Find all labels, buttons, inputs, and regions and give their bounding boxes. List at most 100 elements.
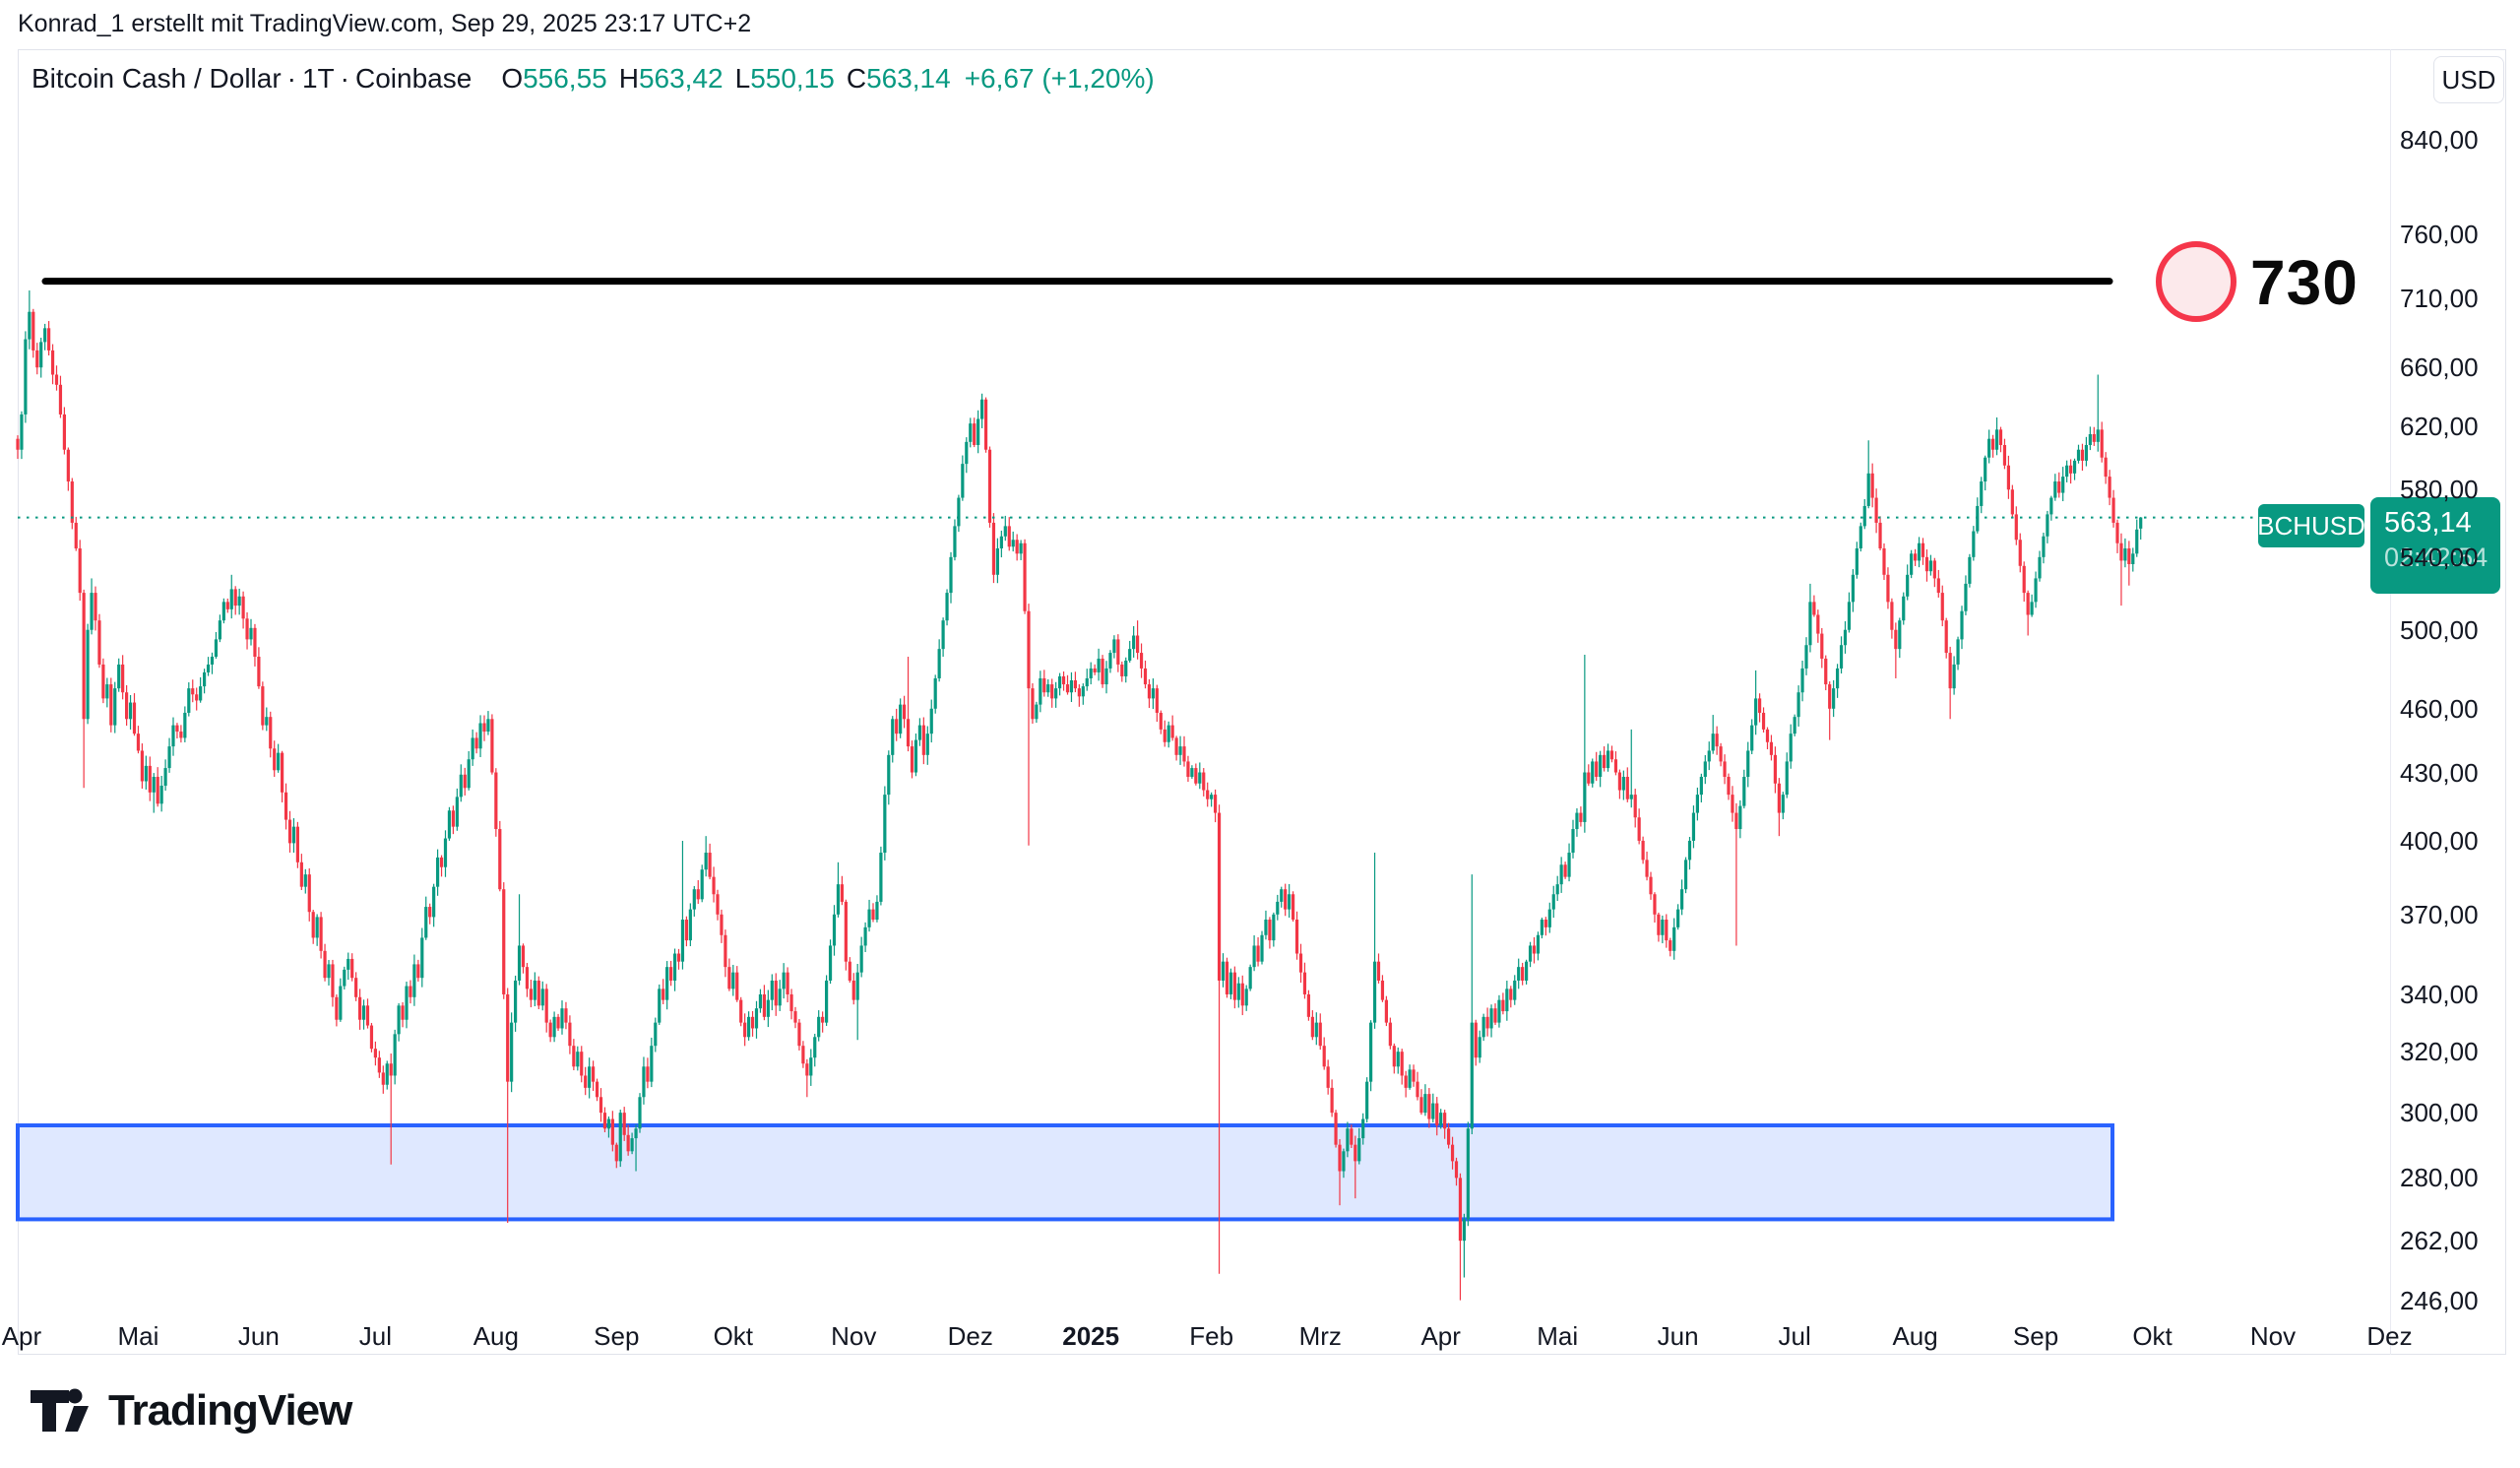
candle-body bbox=[335, 996, 339, 1020]
candle-body bbox=[447, 810, 452, 839]
candle-body bbox=[1268, 920, 1272, 941]
candle-body bbox=[2135, 529, 2139, 554]
candle-body bbox=[2018, 540, 2022, 566]
symbol-header[interactable]: Bitcoin Cash / Dollar · 1T · Coinbase O556,55… bbox=[32, 63, 1155, 95]
candle-body bbox=[925, 734, 929, 755]
candle-body bbox=[828, 945, 833, 981]
candle-body bbox=[937, 649, 941, 678]
candle-body bbox=[1984, 457, 1987, 482]
candle-body bbox=[646, 1066, 650, 1082]
candle-body bbox=[801, 1046, 805, 1064]
candle-body bbox=[910, 746, 914, 773]
candle-body bbox=[1657, 914, 1661, 935]
candle-body bbox=[1361, 1118, 1365, 1139]
candle-body bbox=[793, 1011, 797, 1023]
tradingview-logo[interactable]: TradingView bbox=[30, 1386, 352, 1436]
candle-body bbox=[995, 548, 999, 575]
candle-body bbox=[817, 1016, 821, 1038]
candle-body bbox=[564, 1008, 568, 1023]
candle-body bbox=[86, 629, 90, 720]
candle-body bbox=[1478, 1037, 1481, 1058]
candle-body bbox=[478, 723, 482, 749]
candle-body bbox=[1987, 438, 1991, 458]
candle-body bbox=[2053, 481, 2057, 498]
candle-body bbox=[743, 1022, 747, 1038]
candle-body bbox=[614, 1144, 618, 1162]
candle-body bbox=[1603, 754, 1606, 769]
candle-body bbox=[1637, 817, 1641, 841]
resistance-level-label: 730 bbox=[2250, 247, 2359, 318]
candle-body bbox=[2061, 477, 2065, 493]
attribution-text: Konrad_1 erstellt mit TradingView.com, S… bbox=[18, 10, 752, 37]
currency-toggle-button[interactable]: USD bbox=[2433, 56, 2504, 103]
candle-body bbox=[778, 989, 782, 1006]
candle-body bbox=[1031, 688, 1035, 720]
candle-body bbox=[257, 656, 261, 687]
price-axis-label: 400,00 bbox=[2400, 825, 2479, 856]
circle-annotation[interactable] bbox=[2156, 241, 2236, 322]
candle-body bbox=[1563, 864, 1567, 877]
candle-body bbox=[1777, 783, 1781, 813]
candle-body bbox=[50, 350, 55, 375]
candle-body bbox=[1808, 602, 1812, 646]
candle-body bbox=[455, 797, 459, 827]
time-axis-label: Nov bbox=[2249, 1321, 2297, 1351]
candle-body bbox=[1976, 505, 1980, 532]
candle-body bbox=[1769, 741, 1774, 755]
symbol-price-tag: BCHUSD bbox=[2257, 504, 2365, 547]
candle-body bbox=[1924, 556, 1929, 572]
candle-body bbox=[871, 909, 875, 921]
candle-body bbox=[1944, 620, 1948, 654]
candle-body bbox=[1575, 812, 1579, 830]
candle-body bbox=[1532, 945, 1537, 954]
candle-body bbox=[1217, 812, 1222, 981]
candle-body bbox=[20, 414, 24, 450]
candle-body bbox=[855, 972, 859, 1000]
candle-body bbox=[1380, 980, 1385, 1000]
candle-body bbox=[929, 708, 933, 734]
candle-body bbox=[1272, 914, 1276, 941]
time-axis-label: Jul bbox=[358, 1321, 393, 1351]
candle-body bbox=[610, 1118, 614, 1145]
candle-body bbox=[688, 909, 692, 941]
candle-body bbox=[1481, 1016, 1485, 1038]
candle-body bbox=[1280, 889, 1284, 902]
candle-body bbox=[393, 1034, 397, 1076]
candle-body bbox=[1547, 909, 1551, 927]
candle-body bbox=[638, 1097, 642, 1129]
candle-body bbox=[1264, 920, 1268, 935]
candle-body bbox=[700, 869, 704, 900]
candle-body bbox=[809, 1057, 813, 1076]
candle-body bbox=[1256, 945, 1260, 962]
candle-body bbox=[1649, 876, 1653, 895]
open-letter: O bbox=[501, 63, 524, 94]
candle-body bbox=[684, 920, 688, 941]
candle-body bbox=[1081, 686, 1085, 697]
candle-body bbox=[2006, 465, 2010, 490]
candle-body bbox=[1354, 1144, 1357, 1162]
candle-body bbox=[277, 752, 281, 771]
candle-body bbox=[1972, 531, 1976, 557]
support-zone-rectangle[interactable] bbox=[16, 1123, 2114, 1222]
candle-body bbox=[630, 1138, 634, 1152]
candle-body bbox=[1011, 540, 1015, 547]
candle-body bbox=[1715, 734, 1719, 747]
time-axis-label: Okt bbox=[713, 1321, 754, 1351]
candle-body bbox=[658, 989, 662, 1023]
close-letter: C bbox=[846, 63, 867, 94]
candle-body bbox=[980, 399, 984, 419]
price-axis-label: 540,00 bbox=[2400, 542, 2479, 572]
candle-body bbox=[1886, 574, 1890, 603]
candle-body bbox=[973, 423, 976, 445]
candle-body bbox=[720, 914, 724, 935]
candle-body bbox=[1843, 629, 1848, 646]
candle-body bbox=[2030, 602, 2034, 615]
time-axis-label: 2025 bbox=[1062, 1321, 1120, 1351]
price-axis-label: 280,00 bbox=[2400, 1163, 2479, 1193]
candle-body bbox=[1820, 633, 1824, 659]
candle-body bbox=[1077, 688, 1081, 697]
candle-body bbox=[754, 1008, 759, 1029]
candle-body bbox=[1591, 761, 1595, 784]
candle-body bbox=[191, 688, 195, 695]
